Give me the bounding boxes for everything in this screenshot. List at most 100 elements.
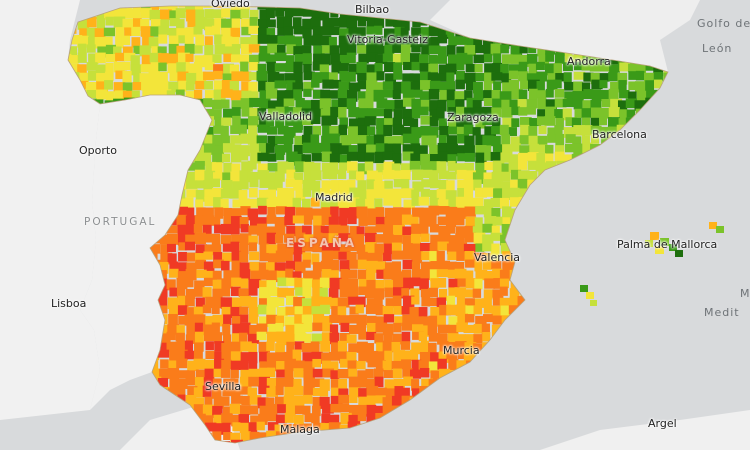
municipality-cell [428, 63, 439, 75]
municipality-cell [275, 206, 287, 215]
municipality-cell [384, 279, 393, 292]
label-vitoria-gasteiz[interactable]: Vitoria-Gasteiz [347, 33, 428, 46]
municipality-cell [293, 145, 303, 155]
municipality-cell [499, 297, 511, 307]
municipality-cell [194, 314, 206, 326]
municipality-cell [122, 46, 133, 55]
municipality-cell [94, 28, 106, 39]
municipality-cell [455, 233, 465, 243]
municipality-cell [232, 323, 244, 335]
label-argel[interactable]: Argel [648, 417, 677, 430]
municipality-cell [268, 181, 278, 191]
label-oporto[interactable]: Oporto [79, 144, 117, 157]
municipality-cell [276, 331, 287, 344]
label-barcelona[interactable]: Barcelona [592, 128, 647, 141]
municipality-cell [382, 305, 394, 316]
municipality-cell [284, 90, 296, 99]
municipality-cell [455, 226, 468, 239]
municipality-cell [196, 207, 206, 216]
municipality-cell [446, 89, 456, 102]
municipality-cell [240, 431, 251, 442]
municipality-cell [212, 431, 222, 443]
label-madrid[interactable]: Madrid [315, 191, 353, 204]
label-sevilla[interactable]: Sevilla [205, 380, 242, 393]
municipality-cell [482, 234, 494, 245]
municipality-cell [284, 206, 296, 218]
municipality-cell [320, 199, 330, 209]
municipality-cell [329, 314, 341, 324]
municipality-cell [384, 36, 395, 47]
municipality-cell [275, 7, 285, 17]
municipality-cell [313, 422, 326, 434]
label-lisboa[interactable]: Lisboa [51, 297, 87, 310]
municipality-cell [158, 342, 169, 354]
municipality-cell [194, 215, 205, 226]
municipality-cell [347, 89, 358, 102]
municipality-cell [348, 145, 358, 157]
label-oviedo[interactable]: Oviedo [211, 0, 250, 10]
label-valladolid[interactable]: Valladolid [259, 110, 313, 123]
municipality-cell [105, 54, 118, 63]
municipality-cell [347, 44, 357, 55]
municipality-cell [457, 187, 466, 200]
municipality-cell [284, 107, 295, 116]
municipality-cell [204, 196, 214, 207]
municipality-cell [185, 215, 198, 228]
municipality-cell [167, 297, 179, 310]
municipality-cell [196, 71, 207, 82]
municipality-cell [185, 82, 195, 91]
label-andorra[interactable]: Andorra [567, 55, 611, 68]
municipality-cell [231, 395, 243, 404]
municipality-cell [537, 44, 546, 57]
island-cell [655, 246, 664, 254]
label-murcia[interactable]: Murcia [443, 344, 480, 357]
municipality-cell [337, 403, 350, 413]
municipality-cell [366, 298, 376, 309]
municipality-cell [303, 386, 314, 396]
municipality-cell [178, 242, 187, 251]
municipality-cell [139, 45, 151, 57]
municipality-cell [293, 242, 306, 255]
municipality-cell [186, 307, 198, 316]
municipality-cell [285, 116, 296, 126]
municipality-cell [366, 379, 377, 390]
label-valencia[interactable]: Valencia [474, 251, 521, 264]
municipality-cell [418, 331, 428, 342]
municipality-cell [203, 277, 215, 287]
municipality-cell [499, 286, 508, 296]
municipality-cell [420, 125, 432, 138]
municipality-cell [204, 422, 217, 432]
municipality-cell [328, 351, 341, 361]
municipality-cell [339, 63, 349, 72]
label-malaga[interactable]: Malaga [280, 423, 320, 436]
municipality-cell [367, 358, 378, 368]
municipality-cell [211, 233, 221, 245]
municipality-cell [438, 135, 447, 144]
label-zaragoza[interactable]: Zaragoza [447, 111, 499, 124]
municipality-cell [194, 6, 204, 13]
municipality-cell [124, 52, 136, 62]
municipality-cell [610, 81, 623, 93]
municipality-cell [410, 81, 423, 93]
municipality-cell [419, 145, 428, 157]
municipality-cell [205, 296, 216, 309]
municipality-cell [141, 81, 153, 91]
label-bilbao[interactable]: Bilbao [355, 3, 390, 16]
municipality-cell [384, 143, 396, 155]
municipality-cell [383, 314, 395, 323]
municipality-cell [348, 368, 358, 377]
municipality-cell [329, 17, 340, 27]
municipality-cell [312, 279, 322, 288]
municipality-cell [274, 179, 283, 190]
municipality-cell [474, 217, 483, 228]
municipality-cell [402, 144, 414, 156]
municipality-cell [457, 278, 468, 287]
municipality-cell [328, 72, 338, 81]
municipality-cell [391, 250, 404, 260]
municipality-cell [166, 341, 179, 353]
municipality-cell [328, 233, 340, 244]
label-palma-line[interactable]: Palma de Mallorca [617, 238, 718, 251]
municipality-cell [223, 63, 234, 76]
